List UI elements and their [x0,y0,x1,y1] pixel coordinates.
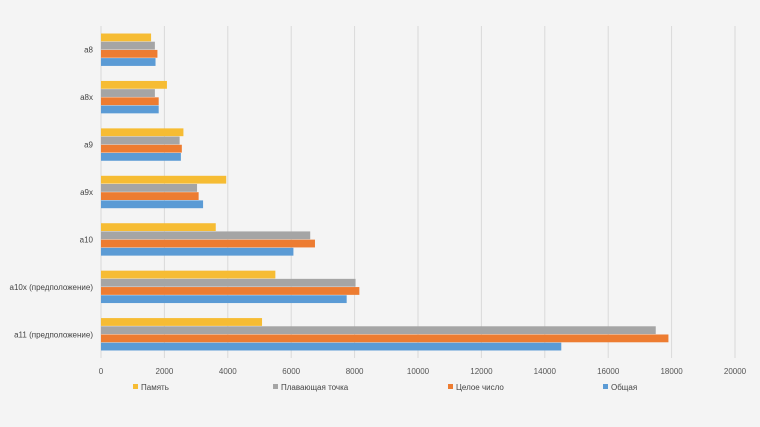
legend-item: Плавающая точка [273,383,349,392]
bar [101,80,167,89]
bar [101,342,562,351]
bar [101,326,656,335]
x-tick-label: 2000 [156,367,174,376]
bar [101,128,184,137]
legend-swatch [273,384,278,389]
x-tick-label: 8000 [346,367,364,376]
category-label: a11 (предположение) [14,330,93,339]
bar [101,175,227,184]
category-label: a8x [80,93,93,102]
bar [101,41,155,50]
x-tick-label: 4000 [219,367,237,376]
bar [101,295,347,304]
x-axis-ticks: 0 2000 4000 6000 8000 10000 12000 14000 16000 180… [99,367,747,376]
category-label: a8 [84,46,93,55]
bar [101,33,152,42]
x-tick-label: 16000 [597,367,620,376]
bar [101,223,216,232]
bar [101,152,181,161]
bar [101,247,294,256]
bar [101,58,156,66]
legend-label: Память [141,383,169,392]
x-tick-label: 20000 [724,367,747,376]
bar [101,200,204,209]
bar [101,89,155,97]
legend-label: Целое число [456,383,504,392]
x-tick-label: 10000 [407,367,430,376]
bar [101,239,315,248]
legend-item: Память [133,383,169,392]
bar [101,184,198,192]
bar [101,192,199,200]
legend-swatch [133,384,138,389]
bar [101,270,276,279]
category-label: a9 [84,141,93,150]
bar [101,278,356,287]
x-tick-label: 14000 [534,367,557,376]
legend: Память Плавающая точка Целое число Общая [133,383,637,392]
bar [101,105,159,114]
bar [101,144,182,153]
category-label: a9x [80,188,93,197]
bar [101,49,158,58]
x-tick-label: 0 [99,367,104,376]
category-label: a10 [80,235,94,244]
bar [101,334,669,343]
legend-item: Целое число [448,383,504,392]
gridlines [100,26,736,358]
legend-swatch [603,384,608,389]
bar [101,97,159,106]
bar [101,287,360,295]
legend-item: Общая [603,383,637,392]
category-label: a10x (предположение) [10,283,94,292]
x-tick-label: 12000 [470,367,493,376]
bar [101,318,263,326]
bars [101,33,669,351]
legend-label: Общая [611,383,637,392]
bar [101,136,180,145]
legend-swatch [448,384,453,389]
legend-label: Плавающая точка [281,383,349,392]
x-tick-label: 6000 [282,367,300,376]
category-labels: a8 a8x a9 a9x a10 a10x (предположение) a11 (пр… [10,46,94,340]
x-tick-label: 18000 [660,367,683,376]
bar [101,231,311,240]
